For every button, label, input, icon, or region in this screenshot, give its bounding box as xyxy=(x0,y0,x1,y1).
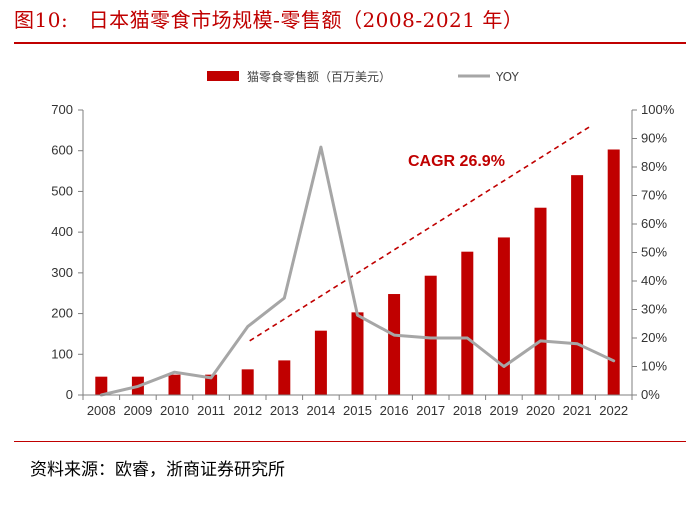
bar-series xyxy=(95,149,620,395)
x-tick-label: 2009 xyxy=(123,403,152,418)
x-tick-label: 2012 xyxy=(233,403,262,418)
cagr-trend-line xyxy=(249,126,590,342)
right-tick-label: 70% xyxy=(641,188,667,203)
left-axis: 0 100 200 300 400 500 600 700 xyxy=(51,102,84,402)
left-tick-label: 400 xyxy=(51,224,73,239)
bar xyxy=(314,330,327,395)
cagr-trend: CAGR 26.9% xyxy=(249,126,590,342)
x-tick-label: 2013 xyxy=(270,403,299,418)
bar xyxy=(388,294,401,395)
right-tick-label: 80% xyxy=(641,159,667,174)
x-tick-label: 2018 xyxy=(453,403,482,418)
bar xyxy=(241,369,254,395)
left-tick-label: 500 xyxy=(51,183,73,198)
bar xyxy=(497,237,510,395)
x-tick-label: 2016 xyxy=(380,403,409,418)
x-tick-label: 2014 xyxy=(306,403,335,418)
bar xyxy=(534,207,547,395)
legend-bar-label: 猫零食零售额（百万美元） xyxy=(247,69,391,84)
x-tick-label: 2008 xyxy=(87,403,116,418)
right-tick-label: 0% xyxy=(641,387,660,402)
left-tick-label: 300 xyxy=(51,265,73,280)
footer-rule xyxy=(14,441,686,442)
right-axis: 0% 10% 20% 30% 40% 50% 60% 70% 80% 90% 100% xyxy=(631,102,675,402)
cagr-label: CAGR 26.9% xyxy=(408,153,505,170)
title-rule xyxy=(14,42,686,44)
bar xyxy=(424,275,437,395)
right-tick-label: 30% xyxy=(641,302,667,317)
bar xyxy=(351,312,364,395)
x-tick-label: 2010 xyxy=(160,403,189,418)
legend-bar-swatch xyxy=(207,71,239,81)
x-tick-label: 2019 xyxy=(489,403,518,418)
left-tick-label: 200 xyxy=(51,306,73,321)
legend: 猫零食零售额（百万美元） YOY xyxy=(207,69,519,84)
source-note: 资料来源：欧睿，浙商证券研究所 xyxy=(30,460,285,480)
bar xyxy=(461,251,474,395)
yoy-series xyxy=(99,145,616,397)
left-tick-label: 0 xyxy=(66,387,73,402)
right-tick-label: 60% xyxy=(641,216,667,231)
x-tick-label: 2020 xyxy=(526,403,555,418)
left-tick-label: 100 xyxy=(51,346,73,361)
bar xyxy=(168,374,181,395)
left-tick-label: 600 xyxy=(51,143,73,158)
x-tick-label: 2021 xyxy=(563,403,592,418)
x-tick-label: 2017 xyxy=(416,403,445,418)
legend-line-label: YOY xyxy=(495,70,519,84)
bar xyxy=(278,360,291,395)
right-tick-label: 20% xyxy=(641,330,667,345)
left-tick-label: 700 xyxy=(51,102,73,117)
chart: 猫零食零售额（百万美元） YOY 0 100 200 300 400 500 600 700 0… xyxy=(51,69,675,418)
yoy-line xyxy=(99,145,616,397)
bar xyxy=(571,175,584,395)
right-tick-label: 10% xyxy=(641,359,667,374)
right-tick-label: 40% xyxy=(641,273,667,288)
x-tick-label: 2022 xyxy=(599,403,628,418)
figure-title: 图10: 日本猫零食市场规模-零售额（2008-2021 年） xyxy=(14,8,524,32)
right-tick-label: 90% xyxy=(641,131,667,146)
bar xyxy=(205,374,218,395)
x-axis: 2008 2009 2010 2011 2012 2013 2014 2015 2016 2017… xyxy=(82,394,633,418)
bar xyxy=(607,149,620,395)
right-tick-label: 50% xyxy=(641,245,667,260)
x-tick-label: 2015 xyxy=(343,403,372,418)
bar xyxy=(95,376,108,395)
x-tick-label: 2011 xyxy=(197,403,225,418)
right-tick-label: 100% xyxy=(641,102,675,117)
